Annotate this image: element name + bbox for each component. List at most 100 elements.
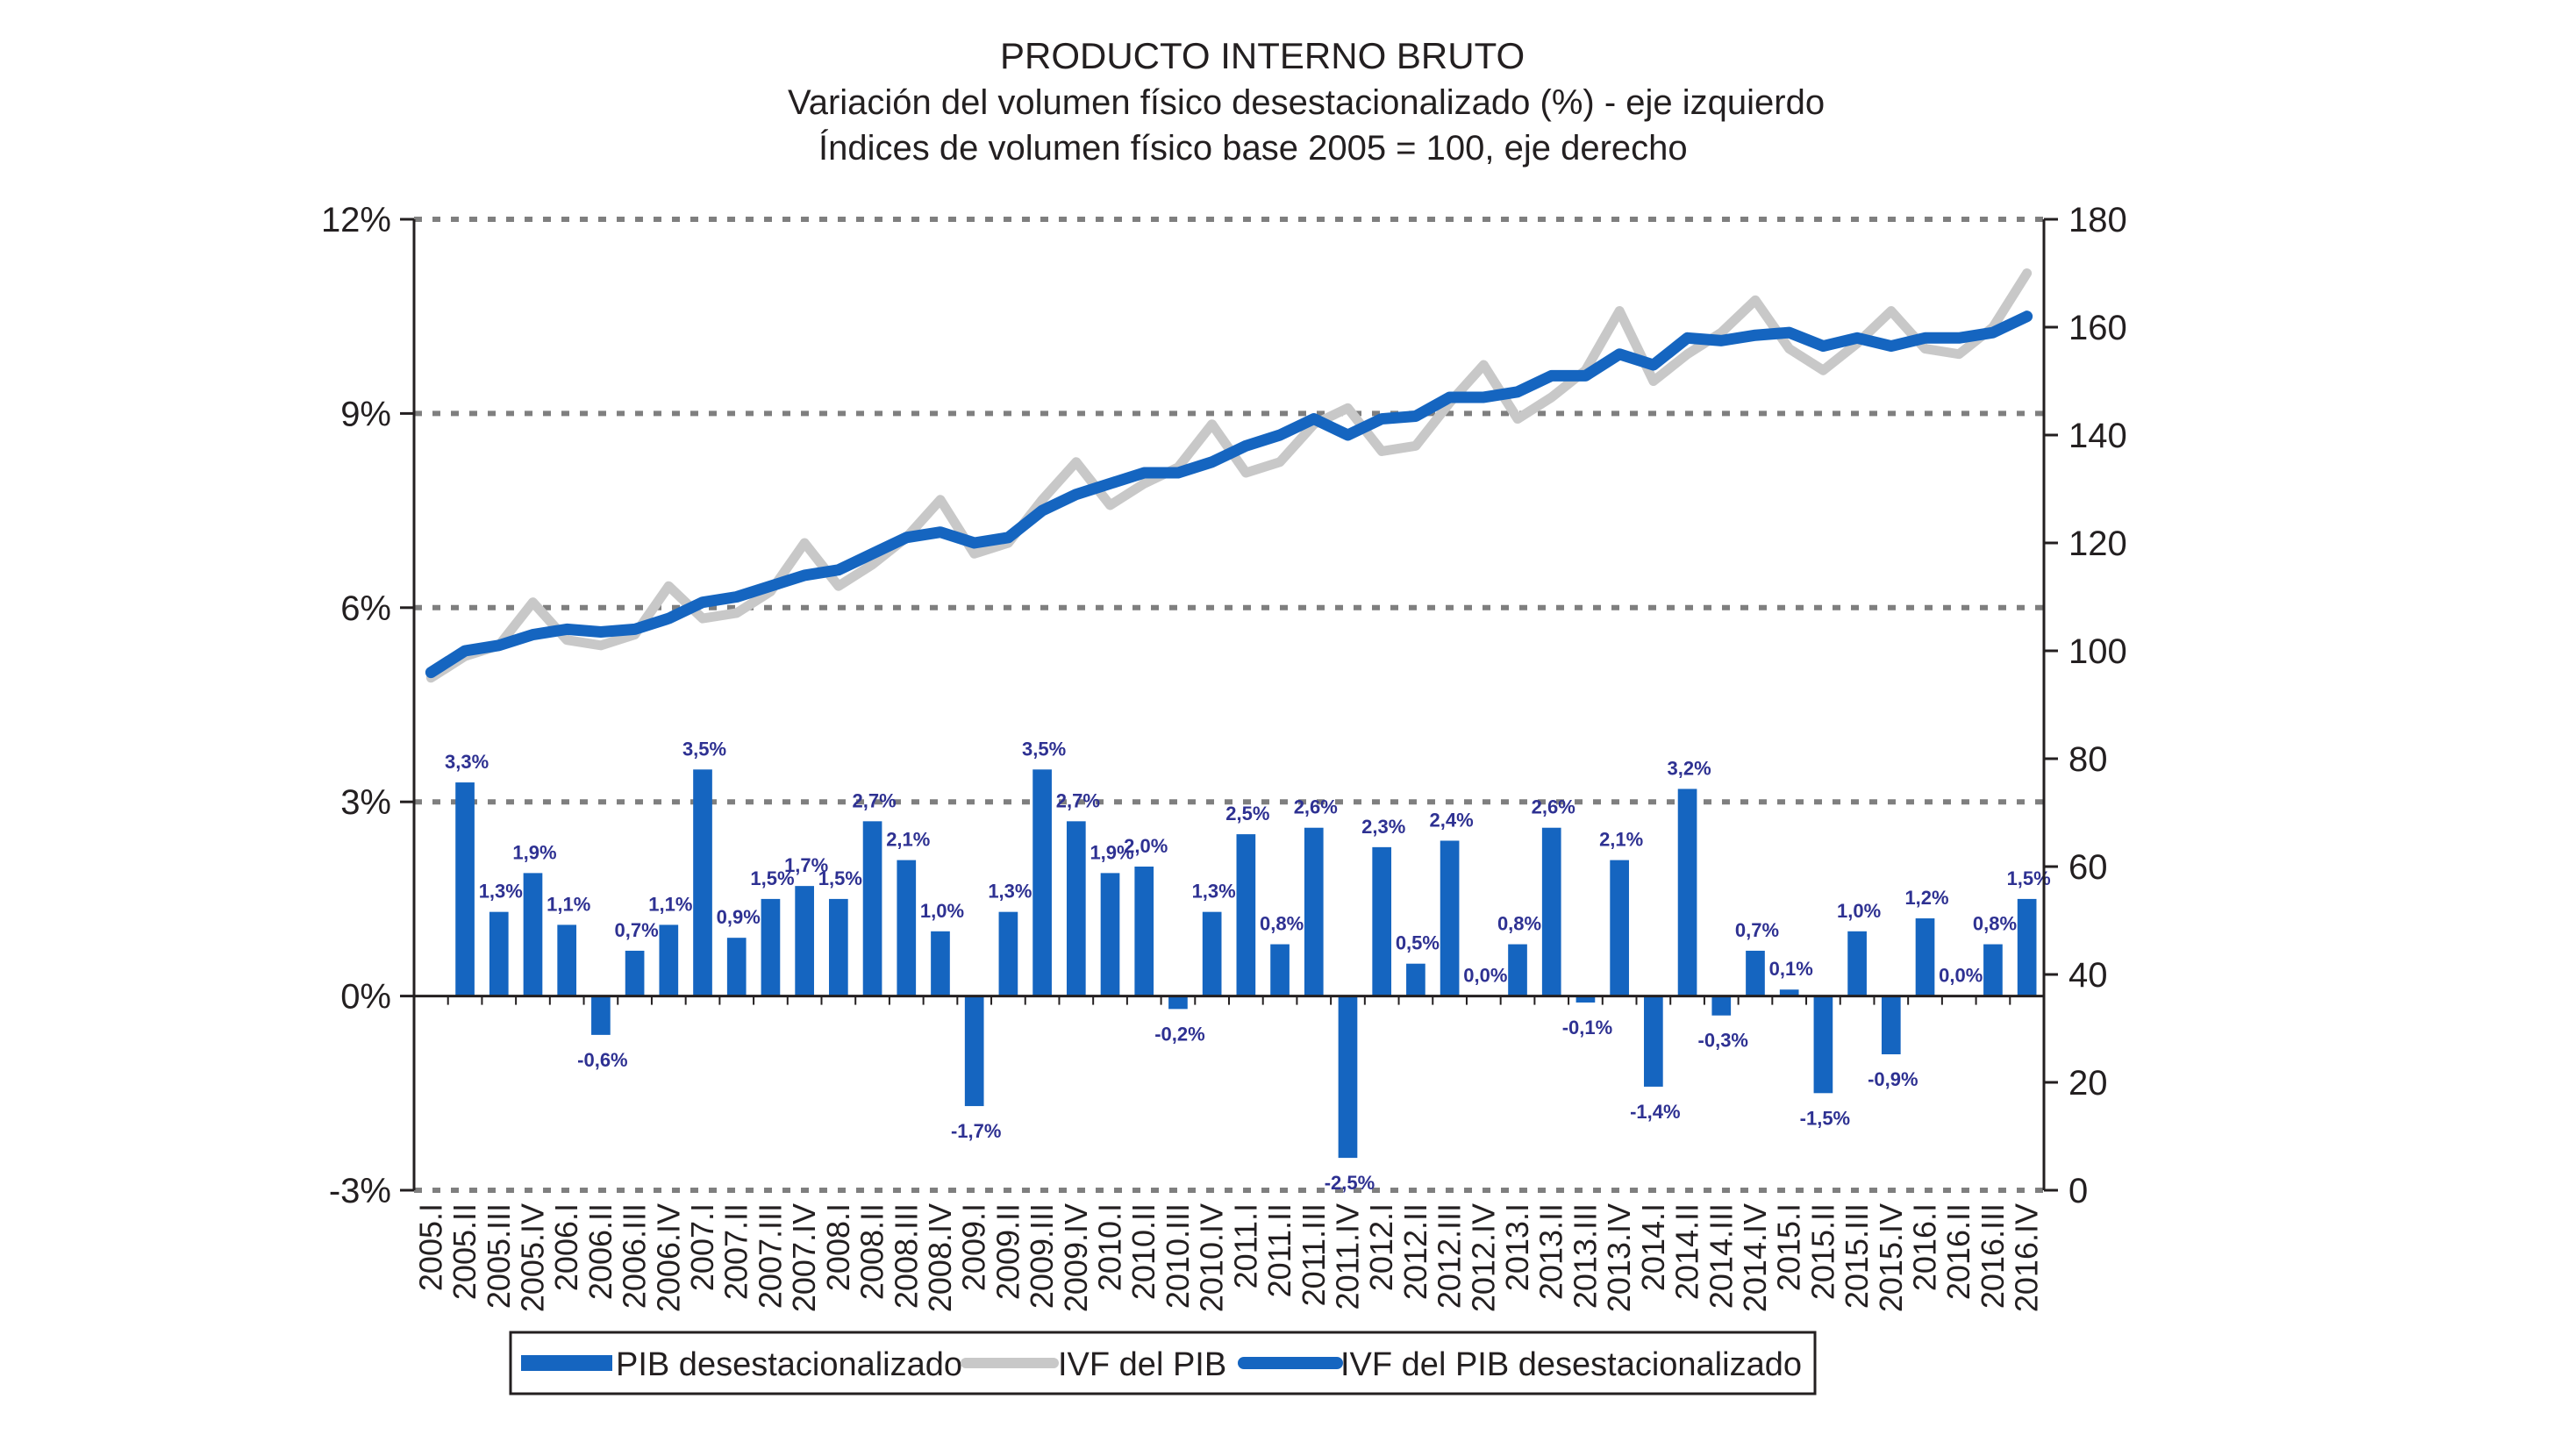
x-tick-label: 2012.IV [1465, 1203, 1501, 1312]
x-tick-label: 2011.III [1296, 1203, 1332, 1306]
bar-label: 1,7% [784, 854, 828, 876]
bar [1508, 944, 1527, 996]
bar [964, 996, 984, 1107]
right-tick-label: 20 [2068, 1064, 2108, 1103]
bar [1644, 996, 1663, 1087]
bar-label: -0,9% [1868, 1068, 1918, 1090]
x-tick-label: 2012.I [1363, 1203, 1399, 1291]
bar [1779, 989, 1799, 996]
bar [455, 782, 475, 996]
x-tick-label: 2014.III [1703, 1203, 1739, 1309]
bar [523, 873, 543, 996]
bar [1236, 834, 1256, 996]
bar-label: 2,6% [1294, 796, 1338, 818]
x-tick-label: 2006.I [548, 1203, 584, 1291]
x-tick-label: 2015.III [1839, 1203, 1875, 1309]
x-tick-label: 2012.II [1397, 1203, 1433, 1300]
left-tick-label: -3% [329, 1172, 391, 1210]
bar [1100, 873, 1120, 996]
bar-label: -0,6% [577, 1049, 627, 1071]
bar [862, 821, 882, 996]
x-tick-labels: 2005.I2005.II2005.III2005.IV2006.I2006.I… [412, 1203, 2044, 1312]
bar [1134, 867, 1154, 996]
legend-label: IVF del PIB desestacionalizado [1340, 1346, 1802, 1383]
chart-subtitle-right-axis: Índices de volumen físico base 2005 = 10… [818, 129, 1688, 168]
bar [795, 886, 814, 996]
bar [1813, 996, 1833, 1094]
bar [1168, 996, 1188, 1010]
x-tick-label: 2005.II [447, 1203, 482, 1300]
left-tick-label: 6% [340, 589, 391, 628]
bar [1270, 944, 1290, 996]
bar-label: 2,7% [852, 789, 896, 811]
x-tick-label: 2011.I [1227, 1203, 1263, 1288]
bar [693, 769, 712, 996]
x-tick-label: 2009.III [1024, 1203, 1060, 1309]
x-tick-label: 2010.III [1160, 1203, 1196, 1309]
bar-label: 1,0% [920, 900, 964, 922]
bar [1575, 996, 1596, 1003]
chart-subtitle-left-axis: Variación del volumen físico desestacion… [788, 83, 1826, 122]
x-tick-label: 2008.I [820, 1203, 856, 1291]
bar [1983, 944, 2003, 996]
x-tick-label: 2005.I [412, 1203, 448, 1291]
x-tick-label: 2010.IV [1194, 1203, 1230, 1312]
x-tick-label: 2013.IV [1601, 1203, 1637, 1312]
bar-label: 3,3% [445, 751, 489, 773]
bar [489, 911, 509, 996]
bar [557, 924, 577, 996]
bar [591, 996, 611, 1035]
bar [1032, 769, 1052, 996]
right-tick-label: 40 [2068, 956, 2108, 995]
x-tick-label: 2008.IV [922, 1203, 958, 1312]
bar [897, 860, 917, 996]
bar-label: 1,0% [1837, 900, 1881, 922]
x-tick-label: 2014.I [1635, 1203, 1671, 1291]
bar-label: 1,3% [988, 881, 1032, 903]
x-tick-label: 2006.III [617, 1203, 653, 1309]
bar-label: -0,1% [1562, 1017, 1612, 1038]
bar-label: 1,1% [648, 893, 692, 915]
right-tick-label: 100 [2068, 632, 2127, 671]
x-tick-label: 2007.II [718, 1203, 754, 1300]
bar [1338, 996, 1358, 1159]
bar-label: 0,1% [1769, 958, 1813, 980]
bar [659, 924, 679, 996]
bar [761, 898, 781, 996]
x-tick-label: 2007.I [684, 1203, 720, 1291]
bar [1746, 950, 1765, 996]
bar-label: 1,3% [1192, 881, 1236, 903]
x-tick-label: 2015.II [1804, 1203, 1840, 1300]
x-tick-label: 2008.II [854, 1203, 890, 1300]
legend: PIB desestacionalizado IVF del PIB IVF del… [509, 1331, 1817, 1395]
bar-label: 0,8% [1497, 913, 1541, 935]
bar-label: 0,0% [1939, 965, 1983, 987]
legend-swatch-bars [521, 1355, 612, 1371]
bar [1711, 996, 1732, 1016]
bar-label: 3,5% [682, 738, 726, 760]
bar-label: -0,2% [1154, 1023, 1204, 1045]
x-tick-label: 2016.IV [2009, 1203, 2045, 1312]
right-tick-label: 120 [2068, 525, 2127, 563]
bar-label: 1,9% [1090, 841, 1133, 863]
bar-label: -1,5% [1800, 1107, 1850, 1129]
x-tick-label: 2007.III [752, 1203, 788, 1309]
x-tick-label: 2015.I [1771, 1203, 1807, 1291]
x-tick-label: 2009.I [956, 1203, 992, 1291]
bar-label: 2,3% [1361, 816, 1405, 838]
bar-label: 1,3% [479, 881, 523, 903]
x-tick-label: 2014.II [1669, 1203, 1705, 1300]
bar [1372, 846, 1392, 996]
legend-box [509, 1331, 1817, 1395]
bar-label: 0,0% [1463, 965, 1507, 987]
bar [1915, 918, 1935, 996]
bar-label: 0,8% [1260, 913, 1304, 935]
bar [1406, 963, 1425, 996]
x-tick-label: 2009.IV [1058, 1203, 1094, 1312]
bar-label: 1,1% [547, 893, 590, 915]
bar [829, 898, 848, 996]
x-tick-label: 2008.III [888, 1203, 924, 1309]
right-tick-label: 60 [2068, 848, 2108, 887]
x-tick-label: 2005.III [481, 1203, 517, 1309]
bar-label: 1,9% [512, 841, 556, 863]
